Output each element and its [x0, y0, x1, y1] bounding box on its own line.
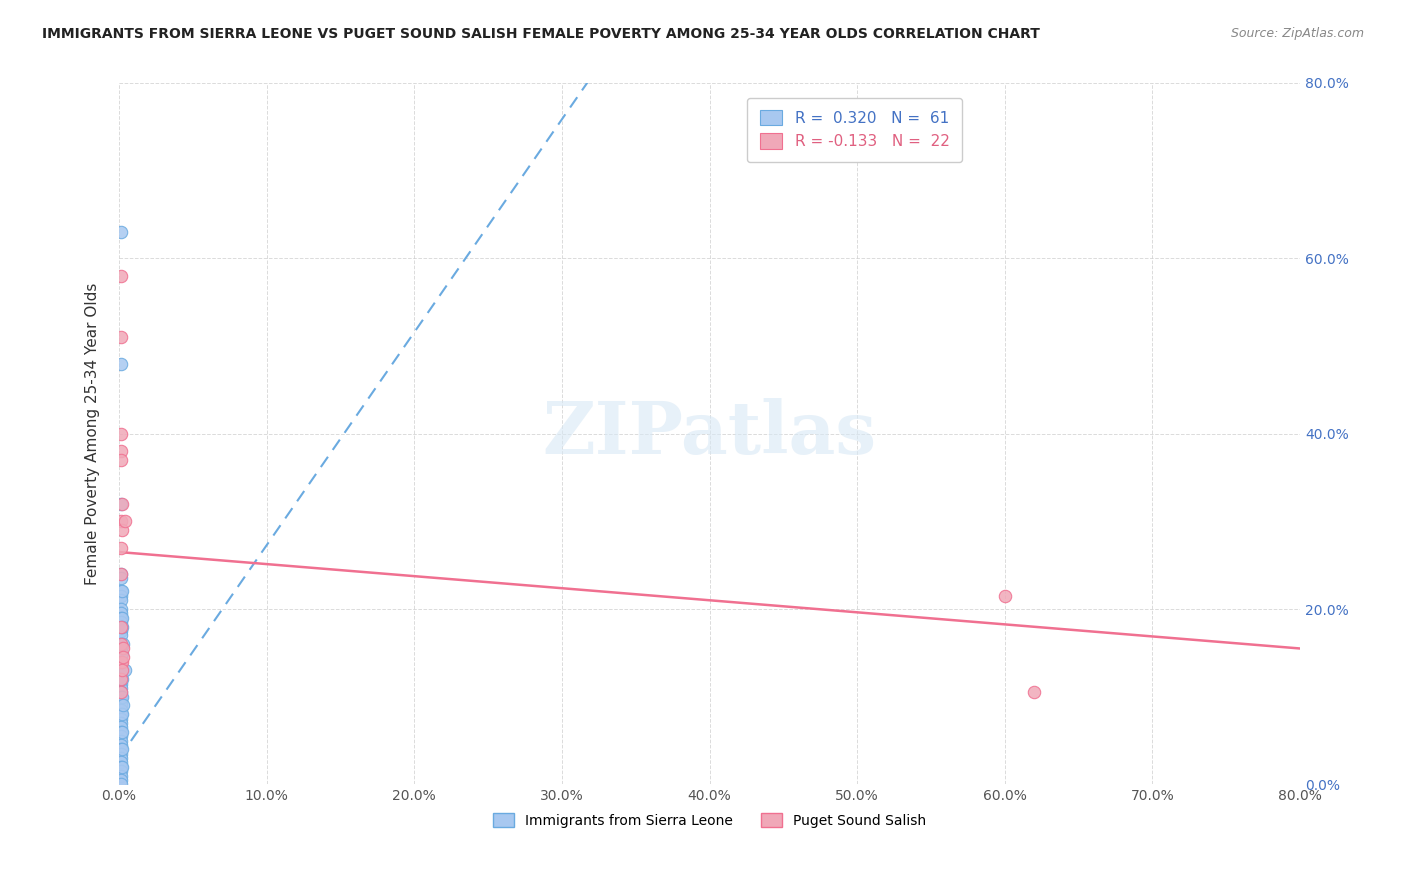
- Point: [110, 584, 132, 599]
- Point: [110, 541, 132, 555]
- Point: [110, 566, 132, 581]
- Point: [110, 641, 132, 656]
- Point: [114, 664, 136, 678]
- Point: [110, 655, 132, 669]
- Text: ZIPatlas: ZIPatlas: [543, 398, 876, 469]
- Point: [110, 681, 132, 695]
- Text: IMMIGRANTS FROM SIERRA LEONE VS PUGET SOUND SALISH FEMALE POVERTY AMONG 25-34 YE: IMMIGRANTS FROM SIERRA LEONE VS PUGET SO…: [42, 27, 1040, 41]
- Point: [111, 523, 134, 537]
- Point: [110, 760, 132, 774]
- Point: [110, 619, 132, 633]
- Point: [110, 698, 132, 713]
- Point: [110, 712, 132, 726]
- Point: [111, 584, 134, 599]
- Point: [110, 747, 132, 761]
- Point: [110, 672, 132, 686]
- Point: [110, 571, 132, 585]
- Point: [110, 776, 132, 790]
- Point: [110, 703, 132, 717]
- Point: [110, 225, 132, 239]
- Point: [110, 724, 132, 739]
- Point: [110, 268, 132, 283]
- Point: [110, 615, 132, 630]
- Point: [110, 738, 132, 752]
- Point: [112, 650, 135, 665]
- Point: [111, 742, 134, 756]
- Point: [111, 664, 134, 678]
- Point: [112, 637, 135, 651]
- Point: [110, 357, 132, 371]
- Point: [110, 426, 132, 441]
- Point: [112, 641, 135, 656]
- Point: [110, 593, 132, 607]
- Point: [110, 672, 132, 686]
- Point: [111, 672, 134, 686]
- Point: [110, 589, 132, 603]
- Point: [110, 607, 132, 621]
- Point: [110, 624, 132, 638]
- Point: [110, 664, 132, 678]
- Point: [111, 724, 134, 739]
- Point: [111, 655, 134, 669]
- Point: [110, 707, 132, 722]
- Point: [110, 655, 132, 669]
- Point: [110, 685, 132, 699]
- Point: [110, 751, 132, 765]
- Text: Source: ZipAtlas.com: Source: ZipAtlas.com: [1230, 27, 1364, 40]
- Point: [110, 628, 132, 642]
- Point: [111, 760, 134, 774]
- Point: [114, 514, 136, 528]
- Point: [110, 650, 132, 665]
- Point: [110, 716, 132, 731]
- Point: [110, 566, 132, 581]
- Point: [110, 453, 132, 467]
- Point: [110, 720, 132, 734]
- Legend: Immigrants from Sierra Leone, Puget Sound Salish: Immigrants from Sierra Leone, Puget Soun…: [488, 807, 931, 833]
- Point: [110, 756, 132, 770]
- Point: [110, 769, 132, 783]
- Point: [110, 729, 132, 743]
- Point: [110, 646, 132, 660]
- Point: [110, 611, 132, 625]
- Point: [111, 646, 134, 660]
- Point: [110, 733, 132, 747]
- Point: [110, 602, 132, 616]
- Point: [110, 637, 132, 651]
- Y-axis label: Female Poverty Among 25-34 Year Olds: Female Poverty Among 25-34 Year Olds: [86, 283, 100, 585]
- Point: [110, 659, 132, 673]
- Point: [110, 619, 132, 633]
- Point: [110, 694, 132, 708]
- Point: [110, 676, 132, 690]
- Point: [110, 444, 132, 458]
- Point: [110, 690, 132, 704]
- Point: [110, 772, 132, 787]
- Point: [110, 497, 132, 511]
- Point: [110, 764, 132, 779]
- Point: [110, 637, 132, 651]
- Point: [111, 690, 134, 704]
- Point: [110, 685, 132, 699]
- Point: [111, 611, 134, 625]
- Point: [110, 514, 132, 528]
- Point: [111, 497, 134, 511]
- Point: [111, 619, 134, 633]
- Point: [110, 742, 132, 756]
- Point: [112, 698, 135, 713]
- Point: [110, 667, 132, 681]
- Point: [1024, 685, 1046, 699]
- Point: [110, 330, 132, 344]
- Point: [111, 707, 134, 722]
- Point: [994, 589, 1017, 603]
